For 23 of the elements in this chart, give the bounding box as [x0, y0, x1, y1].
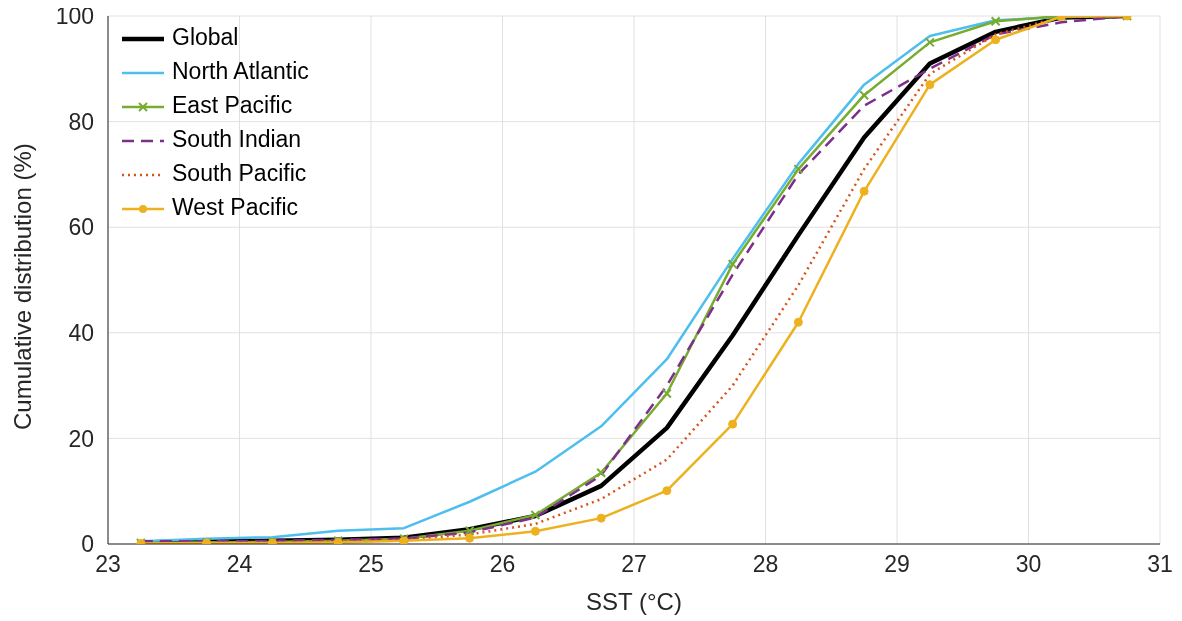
legend-label: South Indian	[172, 126, 302, 152]
x-tick-label: 23	[95, 551, 121, 578]
legend-label: East Pacific	[172, 92, 293, 118]
x-tick-label: 24	[226, 551, 253, 578]
x-tick-label: 29	[884, 551, 910, 578]
legend-label: North Atlantic	[172, 58, 309, 84]
y-tick-label: 20	[68, 425, 94, 452]
x-tick-label: 25	[358, 551, 384, 578]
y-tick-label: 40	[68, 319, 94, 346]
legend-label: Global	[172, 24, 239, 50]
x-tick-label: 31	[1147, 551, 1173, 578]
x-axis-title: SST (°C)	[586, 588, 682, 615]
y-tick-label: 0	[81, 531, 94, 558]
legend-label: West Pacific	[172, 194, 299, 220]
y-tick-label: 100	[55, 3, 94, 30]
legend-label: South Pacific	[172, 160, 307, 186]
x-tick-label: 30	[1015, 551, 1042, 578]
x-tick-label: 26	[489, 551, 516, 578]
y-tick-label: 60	[68, 214, 94, 241]
y-axis-title: Cumulative distribution (%)	[8, 143, 36, 430]
y-tick-label: 80	[68, 108, 94, 135]
x-tick-label: 28	[752, 551, 779, 578]
x-tick-label: 27	[621, 551, 647, 578]
